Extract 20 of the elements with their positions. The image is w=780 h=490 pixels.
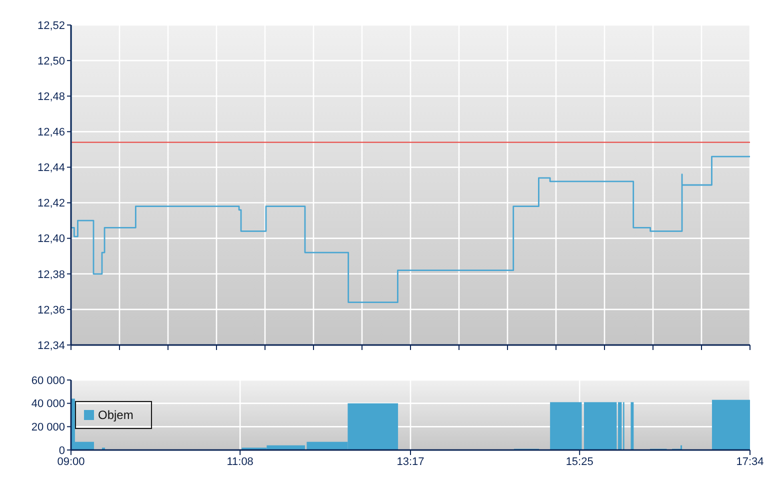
y-tick-label: 12,52	[37, 20, 65, 32]
y-tick-label: 12,48	[37, 91, 65, 104]
x-tick-label: 13:17	[396, 456, 424, 468]
y-tick-label: 60 000	[31, 374, 65, 387]
y-tick-label: 40 000	[31, 398, 65, 410]
x-tick-label: 11:08	[226, 456, 254, 468]
y-tick-label: 12,42	[37, 198, 65, 210]
y-tick-label: 12,40	[37, 233, 65, 246]
y-tick-label: 12,46	[37, 126, 65, 139]
y-tick-label: 0	[58, 444, 65, 457]
y-tick-label: 12,44	[37, 162, 65, 174]
x-tick-label: 17:34	[736, 456, 764, 468]
y-tick-label: 12,36	[37, 304, 65, 316]
x-tick-label: 15:25	[566, 456, 594, 468]
y-tick-label: 12,38	[37, 268, 65, 281]
y-tick-label: 20 000	[31, 422, 65, 434]
y-tick-label: 12,34	[37, 340, 65, 352]
y-tick-label: 12,50	[37, 55, 65, 68]
legend-label: Objem	[98, 408, 134, 422]
x-tick-label: 09:00	[57, 456, 85, 468]
